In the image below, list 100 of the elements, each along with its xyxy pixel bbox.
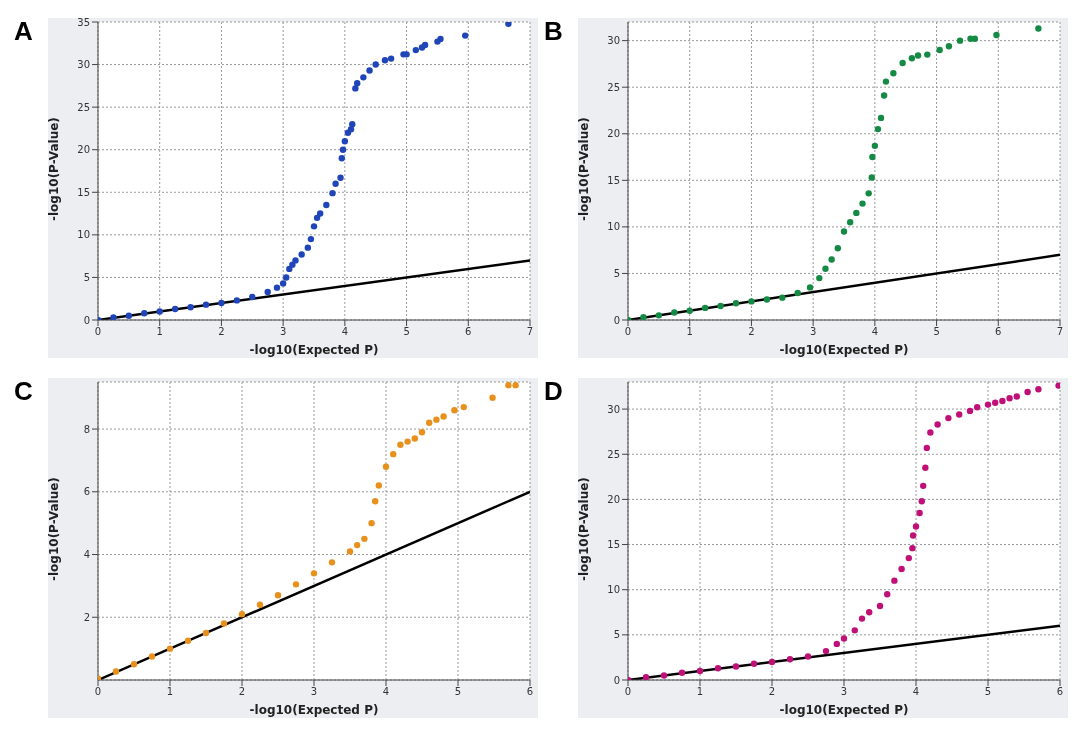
point [451,407,458,414]
point [865,190,872,197]
point [202,629,210,637]
point [273,284,281,291]
y-tick-label: 30 [607,403,620,415]
point [945,414,952,422]
y-tick-label: 25 [77,101,90,113]
y-tick-label: 10 [77,229,90,241]
point [642,674,650,680]
point [412,46,420,54]
point [360,74,367,81]
point [352,85,359,92]
point [956,411,963,418]
point [328,559,336,566]
point [966,407,974,415]
point [914,52,922,59]
y-tick-label: 25 [607,448,620,460]
point [354,541,361,549]
point [202,301,210,308]
x-tick-label: 3 [809,326,817,338]
x-tick-label: 0 [624,686,632,698]
chart-title: A [14,16,33,47]
point [909,544,916,552]
x-tick-label: 4 [871,326,879,338]
point [924,51,931,58]
point [869,153,876,161]
point [794,289,801,297]
point [993,31,1000,39]
y-tick-label: 20 [607,128,620,140]
chart-title: C [14,376,33,407]
point [822,647,830,655]
point [866,609,873,616]
x-tick-label: 2 [748,326,755,338]
x-tick-label: 6 [526,686,534,698]
point [156,308,163,315]
point [898,565,905,573]
point [323,201,330,209]
point [956,37,964,44]
point [426,419,433,426]
point [905,554,912,562]
x-tick-label: 6 [995,326,1002,338]
point [806,284,814,291]
point [332,180,339,187]
point [489,394,496,401]
point [833,640,840,648]
point [256,601,264,608]
point [382,463,390,470]
y-tick-label: 10 [607,584,620,596]
point [851,627,858,634]
y-tick-label: 20 [607,493,620,505]
point [505,382,512,389]
x-tick-label: 5 [403,326,410,338]
point [166,645,174,652]
point [786,656,794,663]
point [655,312,663,319]
point [916,509,923,517]
point [816,274,823,282]
point [992,399,999,406]
point [840,635,848,642]
point [337,174,344,182]
point [732,300,740,307]
point [505,22,512,27]
point [640,314,647,320]
y-tick-label: 0 [613,314,620,326]
point [871,142,879,150]
x-tick-label: 7 [526,326,534,338]
point [923,444,930,452]
point [922,464,929,471]
point [909,532,917,539]
point [918,498,925,505]
y-axis-title: -log10(P-Value) [47,117,62,221]
point [112,668,120,675]
point [763,296,771,303]
point [347,126,355,133]
point [927,429,934,436]
point [877,114,885,122]
x-tick-label: 3 [310,686,318,698]
point [372,61,379,68]
point [238,610,246,618]
point [184,637,192,644]
x-axis-title: -log10(Expected P) [779,343,909,357]
x-tick-label: 6 [1056,686,1064,698]
x-tick-label: 0 [624,326,632,338]
y-tick-label: 0 [613,674,620,686]
x-axis-title: -log10(Expected P) [249,703,379,717]
x-tick-label: 3 [840,686,848,698]
y-axis-title: -log10(P-Value) [577,117,592,221]
point [999,397,1006,405]
point [882,78,890,85]
point [512,382,519,389]
point [974,404,981,411]
point [874,125,882,133]
y-tick-label: 30 [77,59,90,71]
x-tick-label: 7 [1056,326,1064,338]
point [846,219,854,226]
point [1013,393,1020,400]
y-tick-label: 0 [83,314,90,326]
y-tick-label: 15 [77,186,90,198]
point [804,653,812,660]
point [858,615,866,622]
